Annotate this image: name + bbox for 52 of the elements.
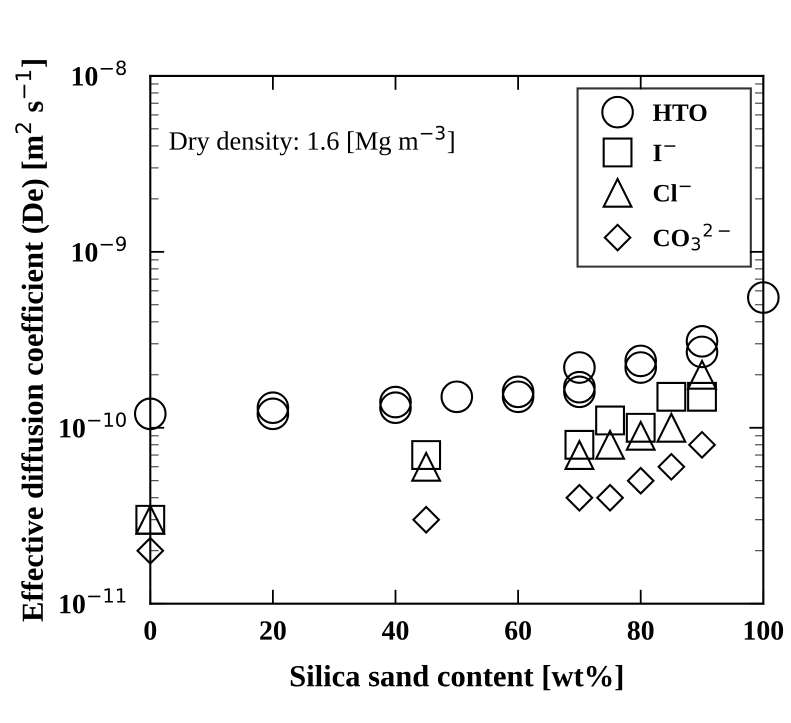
point [686,325,718,358]
point [564,430,594,460]
point [411,440,442,470]
point [440,380,474,414]
point [687,360,717,390]
y-tick-label: 10$^{−8}$ [72,60,126,86]
point [256,398,290,430]
point [688,431,716,459]
point [564,440,594,470]
x-tick-label: 80 [628,621,654,640]
x-tick-label: 60 [505,621,531,640]
x-tick-label: 40 [382,621,408,640]
point [595,430,625,460]
point [595,406,625,436]
point [656,412,686,443]
x-tick-label: 20 [260,621,286,640]
legend-label: I$^{−}$ [653,144,676,162]
point [136,536,164,565]
y-tick-label: 10$^{−9}$ [72,236,126,262]
point [746,281,780,314]
legend-label: Cl$^{−}$ [654,184,691,202]
point [626,412,656,443]
point [411,452,442,482]
point [686,336,718,368]
point [687,382,717,412]
point [566,484,594,512]
point [596,484,624,512]
point [624,351,658,384]
x-axis-title: Silica sand content [wt%] [290,665,622,690]
point [563,351,596,384]
point [134,398,167,430]
y-tick-label: 10$^{−10}$ [60,412,126,438]
x-tick-label: 0 [144,621,156,640]
point [256,391,290,424]
x-tick-label: 100 [744,621,784,640]
point [626,420,656,451]
annotation: Dry density: 1.6 [Mg m$^{−3}$] [169,126,454,156]
y-tick-label: 10$^{−11}$ [60,588,126,614]
point [412,506,440,534]
point [379,386,412,418]
point [502,380,534,414]
y-axis-title: Effective diffusion coefficient (De) [m$^{2}$ s$^{−1}$] [15,60,50,622]
point [563,376,596,408]
point [379,391,412,424]
point [624,344,658,378]
point [656,382,686,412]
legend-label: CO$_{3}$$^{2−}$ [654,224,730,250]
legend-label: HTO [652,104,706,122]
point [626,466,655,495]
point [658,452,686,481]
point [563,370,596,404]
point [502,376,534,408]
